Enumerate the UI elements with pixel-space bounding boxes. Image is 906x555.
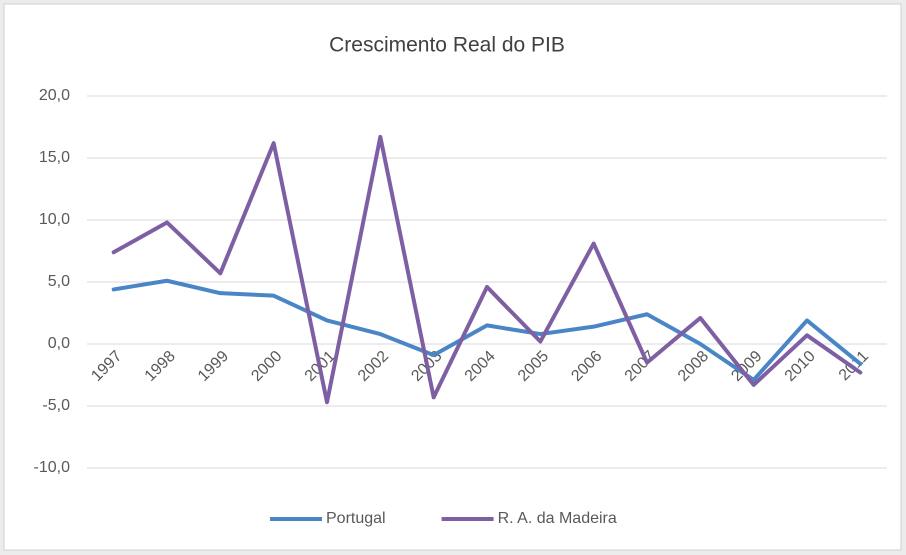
y-tick-label: 20,0 <box>39 87 70 104</box>
y-tick-label: 10,0 <box>39 211 70 228</box>
series-line <box>111 278 863 382</box>
legend-label: R. A. da Madeira <box>498 510 617 527</box>
y-tick-label: 15,0 <box>39 149 70 166</box>
y-tick-label: 5,0 <box>48 273 70 290</box>
series-line <box>111 134 863 405</box>
chart-title: Crescimento Real do PIB <box>329 34 565 57</box>
legend-label: Portugal <box>326 510 386 527</box>
y-tick-label: -10,0 <box>34 459 71 476</box>
y-tick-label: -5,0 <box>42 397 70 414</box>
chart-area <box>3 3 902 551</box>
y-tick-label: 0,0 <box>48 335 70 352</box>
